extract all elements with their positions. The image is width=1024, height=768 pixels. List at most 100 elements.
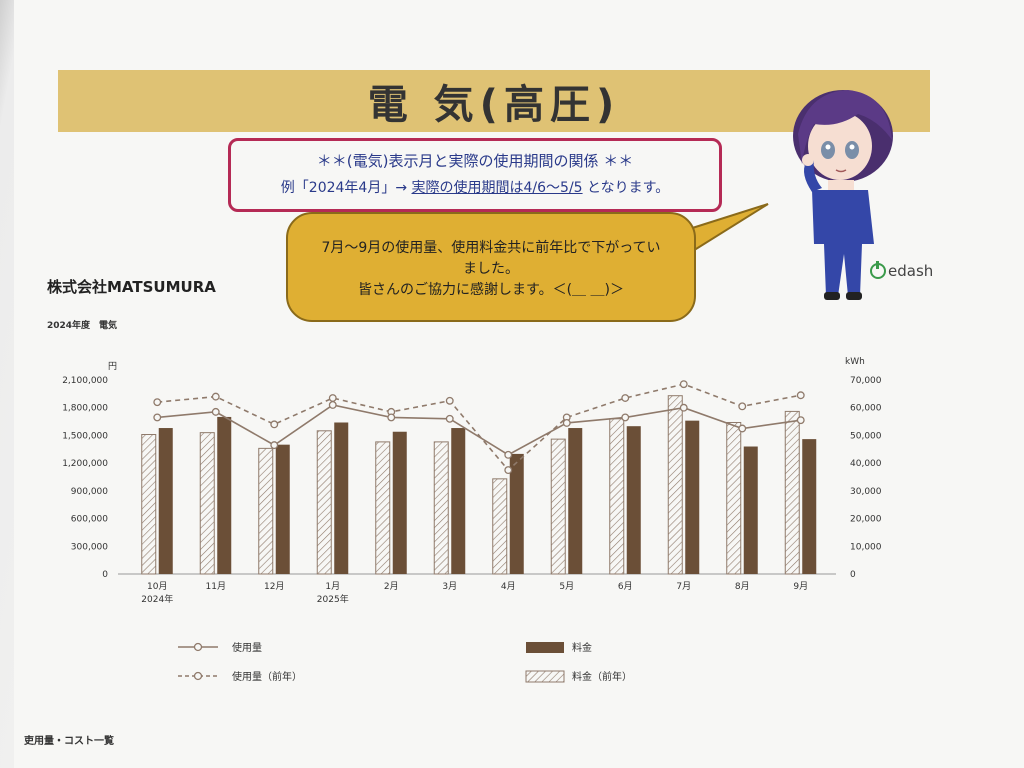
bar-cost-prev: [609, 418, 625, 575]
power-icon: [870, 261, 886, 279]
point-usage: [796, 416, 805, 425]
right-axis-unit: kWh: [845, 357, 865, 367]
x-tick-label: 1月: [325, 581, 340, 592]
bar-cost-prev: [316, 430, 332, 575]
right-tick-label: 30,000: [850, 487, 882, 497]
point-usage: [328, 400, 337, 409]
legend-item-usage: 使用量: [178, 641, 262, 654]
period-note-example-suffix: となります。: [582, 180, 670, 196]
page-title: 電 気(高圧): [367, 82, 621, 128]
legend-label-cost-prev: 料金（前年）: [572, 670, 632, 683]
brand-name: edash: [888, 262, 934, 280]
bar-cost-prev: [433, 441, 449, 575]
point-usage-prev: [738, 402, 747, 411]
bar-cost: [158, 428, 173, 574]
bar-cost: [685, 420, 700, 574]
edash-brand: edash: [870, 261, 934, 280]
x-tick-label: 2月: [384, 581, 399, 592]
bar-cost: [334, 422, 349, 574]
bar-cost: [217, 416, 232, 574]
period-note-heading: ＊＊(電気)表示月と実際の使用期間の関係 ＊＊: [316, 152, 634, 170]
point-usage: [270, 441, 279, 450]
point-usage: [445, 414, 454, 423]
point-usage-prev: [679, 380, 688, 389]
bar-series: [141, 395, 817, 575]
period-note-box: ＊＊(電気)表示月と実際の使用期間の関係 ＊＊ 例「2024年4月」→ 実際の使…: [228, 138, 722, 212]
point-usage: [504, 450, 513, 459]
legend-item-cost: 料金: [526, 641, 592, 654]
left-axis-unit: 円: [108, 361, 117, 372]
x-tick-label: 6月: [618, 581, 633, 592]
point-usage-prev: [621, 394, 630, 402]
legend-label-usage-prev: 使用量（前年）: [232, 670, 302, 683]
bar-cost: [802, 439, 817, 574]
bar-cost-prev: [375, 441, 391, 575]
bar-cost-prev: [492, 478, 508, 575]
legend: 使用量 料金 使用量（前年） 料金（前年）: [178, 641, 632, 683]
right-tick-label: 10,000: [850, 542, 882, 552]
right-tick-label: 0: [850, 570, 856, 580]
footer-label: 吏用量・コスト一覧: [24, 736, 114, 747]
point-usage: [211, 407, 220, 416]
right-axis-ticks: 0 10,000 20,000 30,000 40,000 50,000 60,000 70,…: [850, 376, 882, 580]
line-series: [153, 380, 805, 475]
bubble-line-1: 7月～9月の使用量、使用料金共に前年比で下がってい: [321, 240, 661, 256]
legend-label-usage: 使用量: [232, 641, 262, 654]
x-tick-label: 7月: [676, 581, 691, 592]
x-tick-label: 9月: [793, 581, 808, 592]
bar-cost: [509, 453, 524, 574]
mascot-character-image: [793, 90, 893, 300]
point-usage-prev: [445, 396, 454, 405]
bar-cost: [275, 444, 290, 574]
point-usage-prev: [328, 394, 337, 402]
bar-cost-prev: [550, 438, 566, 575]
left-tick-label: 1,200,000: [62, 459, 108, 469]
left-tick-label: 900,000: [71, 487, 108, 497]
period-note-example-prefix: 例「2024年4月」→: [280, 180, 412, 196]
bar-cost-prev: [667, 395, 683, 575]
point-usage-prev: [211, 392, 220, 401]
bar-cost: [626, 426, 641, 574]
period-note-example: 例「2024年4月」→ 実際の使用期間は4/6～5/5 となります。: [231, 177, 719, 197]
bubble-line-2: ました。: [463, 261, 519, 277]
left-tick-label: 2,100,000: [62, 376, 108, 386]
bubble-line-3: 皆さんのご協力に感謝します。＜(＿ ＿)＞: [358, 282, 624, 298]
bar-cost-prev: [141, 434, 157, 575]
bar-cost: [451, 428, 466, 574]
legend-label-cost: 料金: [572, 641, 592, 654]
line-usage: [157, 404, 801, 456]
left-axis-ticks: 0 300,000 600,000 900,000 1,200,000 1,500,000…: [62, 376, 108, 580]
line-usage-prev: [157, 383, 801, 472]
point-usage: [387, 413, 396, 422]
left-tick-label: 0: [102, 570, 108, 580]
bar-cost-prev: [258, 447, 274, 575]
bar-cost-prev: [784, 410, 800, 575]
x-tick-label: 10月: [147, 581, 167, 592]
left-tick-label: 300,000: [71, 542, 108, 552]
point-usage-prev: [796, 391, 805, 400]
point-usage-prev: [153, 398, 162, 407]
left-tick-label: 600,000: [71, 515, 108, 525]
legend-item-cost-prev: 料金（前年）: [525, 670, 632, 683]
right-tick-label: 70,000: [850, 376, 882, 386]
point-usage-prev: [270, 420, 279, 429]
fiscal-year-label: 2024年度 電気: [47, 321, 118, 331]
right-tick-label: 40,000: [850, 459, 882, 469]
x-tick-label: 5月: [559, 581, 574, 592]
point-usage: [153, 413, 162, 422]
point-usage-prev: [504, 466, 513, 475]
x-tick-label: 11月: [206, 581, 226, 592]
legend-item-usage-prev: 使用量（前年）: [178, 670, 302, 683]
x-tick-sublabel: 2024年: [141, 593, 173, 605]
company-name: 株式会社MATSUMURA: [47, 278, 216, 296]
x-tick-label: 3月: [442, 581, 457, 592]
right-tick-label: 60,000: [850, 404, 882, 414]
left-tick-label: 1,500,000: [62, 431, 108, 441]
bar-cost-prev: [199, 432, 215, 575]
period-note-example-period: 実際の使用期間は4/6～5/5: [411, 180, 583, 196]
right-tick-label: 50,000: [850, 431, 882, 441]
point-usage: [621, 413, 630, 422]
bar-cost: [568, 428, 583, 574]
bar-cost: [392, 431, 407, 574]
